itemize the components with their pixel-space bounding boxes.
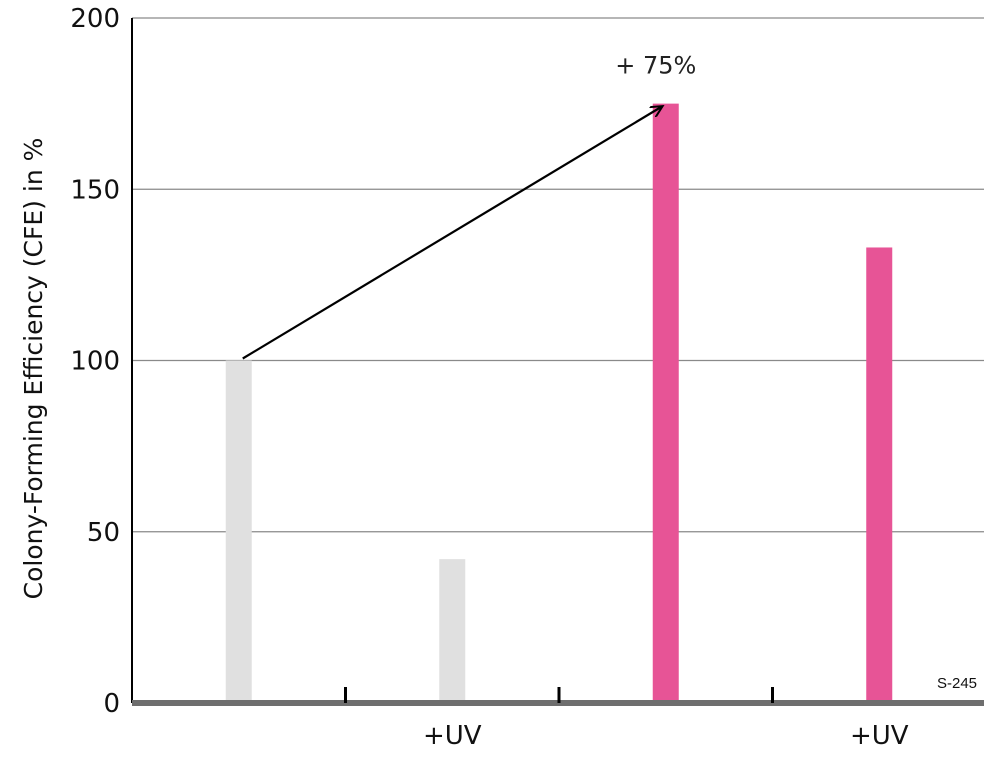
bar	[866, 247, 893, 703]
y-axis-label: Colony-Forming Efficiency (CFE) in %	[19, 138, 48, 600]
increase-annotation: + 75%	[615, 52, 696, 80]
y-tick-label: 0	[103, 689, 120, 719]
y-tick-label: 50	[87, 518, 120, 548]
bar	[652, 103, 679, 703]
bar	[439, 559, 466, 703]
figure-code-label: S-245	[937, 675, 977, 692]
y-tick-label: 100	[70, 347, 120, 377]
category-label: +UV	[850, 721, 909, 751]
y-tick-labels: 0 50 100 150 200	[70, 4, 120, 719]
increase-arrow	[242, 107, 662, 360]
y-tick-label: 200	[70, 4, 120, 34]
gridlines	[132, 17, 984, 533]
bar	[225, 360, 252, 703]
y-tick-label: 150	[70, 175, 120, 205]
category-labels: +UV +UV	[423, 721, 909, 751]
category-label: +UV	[423, 721, 482, 751]
bars	[225, 103, 893, 703]
x-tick-marks	[344, 687, 774, 703]
